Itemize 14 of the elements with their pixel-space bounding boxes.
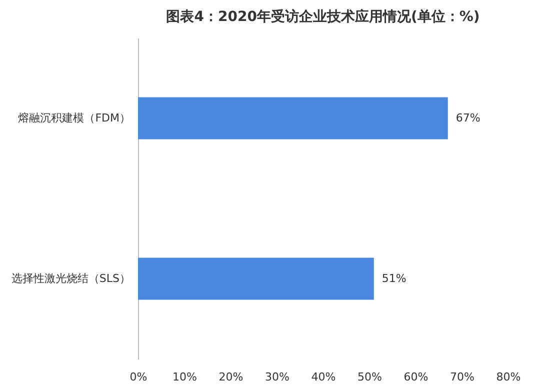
x-tick-label: 80% [496, 370, 521, 384]
x-tick-label: 40% [311, 370, 336, 384]
x-tick-label: 10% [172, 370, 197, 384]
x-tick-label: 50% [358, 370, 382, 384]
x-tick-label: 30% [265, 370, 290, 384]
x-tick-label: 20% [218, 370, 244, 384]
chart-title: 图表4：2020年受访企业技术应用情况(单位：%) [166, 8, 480, 25]
y-tick-label: 选择性激光烧结（SLS） [11, 272, 130, 285]
data-label: 51% [382, 272, 406, 285]
x-tick-label: 70% [450, 370, 474, 384]
y-tick-label: 熔融沉积建模（FDM） [18, 111, 130, 124]
x-tick-label: 0% [130, 370, 148, 384]
x-tick-label: 60% [404, 370, 428, 384]
data-label: 67% [456, 111, 480, 124]
